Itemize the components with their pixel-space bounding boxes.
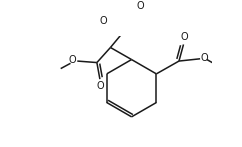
Text: O: O bbox=[96, 81, 104, 91]
Text: O: O bbox=[100, 16, 107, 26]
Text: O: O bbox=[181, 32, 188, 42]
Text: O: O bbox=[68, 55, 76, 65]
Text: O: O bbox=[201, 53, 208, 63]
Text: O: O bbox=[136, 1, 144, 11]
